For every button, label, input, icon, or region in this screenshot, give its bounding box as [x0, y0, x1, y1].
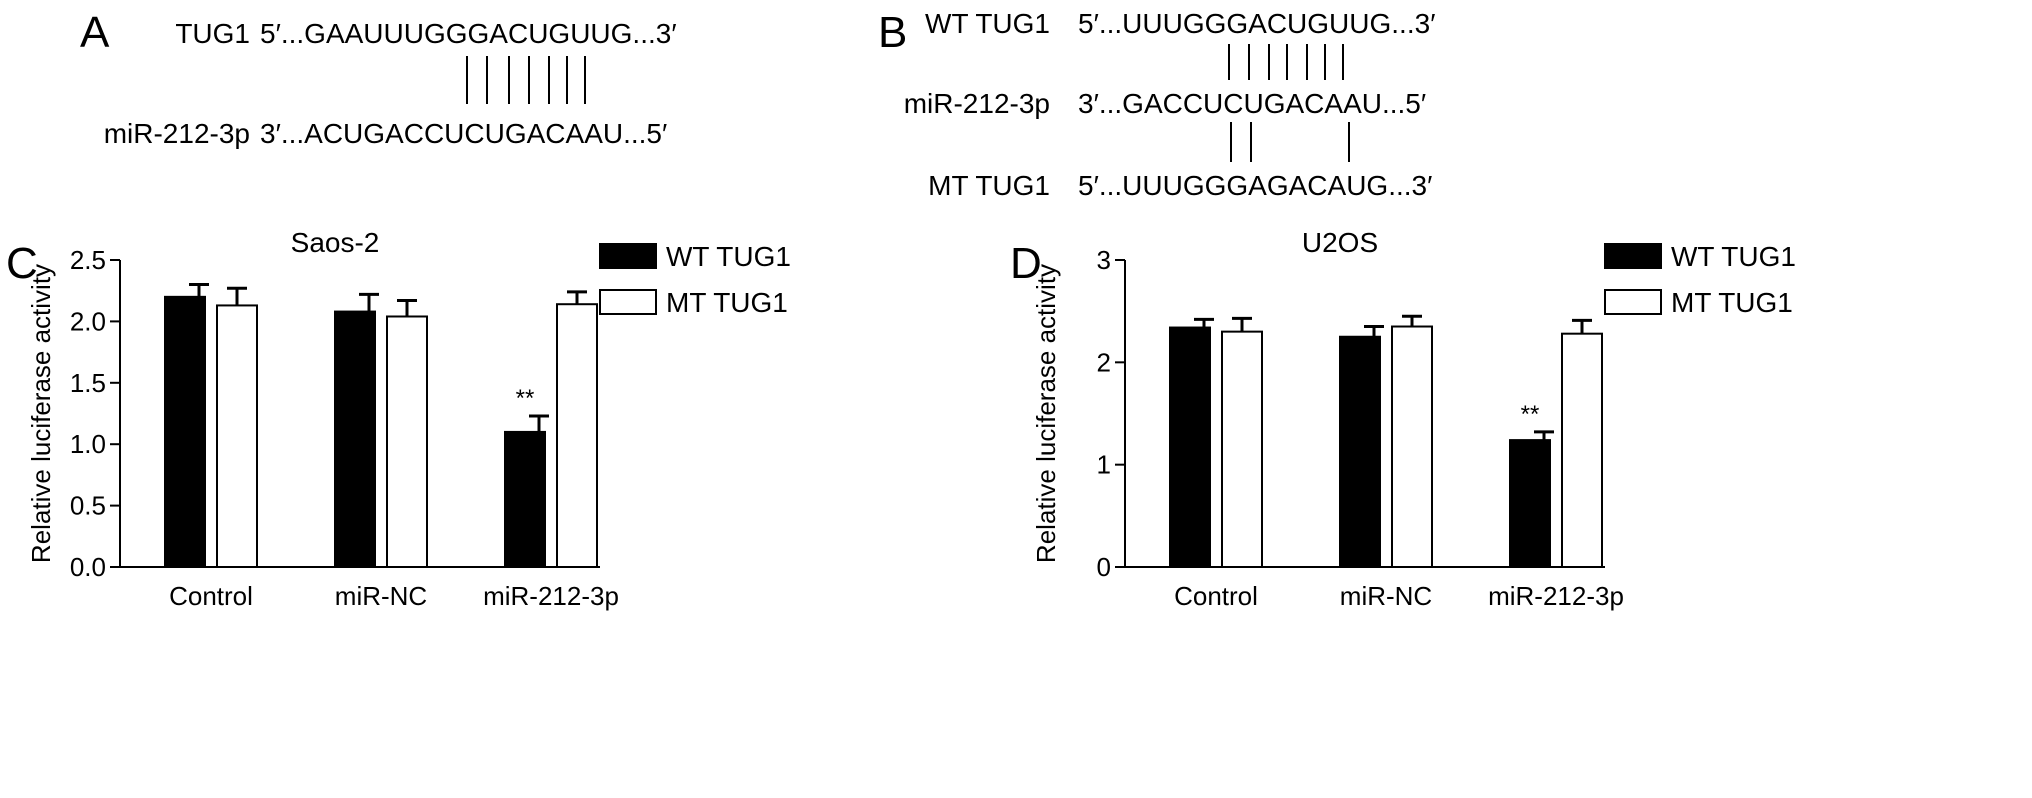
legend-swatch [599, 243, 657, 269]
panel-a-pair-line [508, 56, 510, 104]
panel-letter: C [6, 239, 38, 288]
panel-a-tug1-sequence: 5′...GAAUUUGGGACUGUUG...3′ [260, 18, 677, 49]
y-tick-label: 0.0 [70, 552, 106, 582]
legend-swatch [1604, 289, 1662, 315]
panel-a-pair-line [548, 56, 550, 104]
legend-swatch [1604, 243, 1662, 269]
panel-b-wt-pair-line [1306, 44, 1308, 80]
panel-a-mir-sequence: 3′...ACUGACCUCUGACAAU...5′ [260, 118, 668, 149]
panel-b-wt-label: WT TUG1 [925, 8, 1050, 39]
panel-a-letter: A [80, 8, 110, 57]
panel-b-wt-pair-line [1228, 44, 1230, 80]
y-tick-label: 0.5 [70, 491, 106, 521]
y-axis-label: Relative luciferase activity [26, 264, 56, 563]
y-tick-label: 0 [1097, 552, 1111, 582]
panel-letter: D [1010, 239, 1042, 288]
panel-a-pair-line [566, 56, 568, 104]
panel-b-mt-pair-line [1348, 122, 1350, 162]
panel-b-wt-pair-line [1268, 44, 1270, 80]
x-tick-label: miR-NC [335, 581, 427, 611]
bar [1561, 332, 1603, 569]
x-tick-label: miR-212-3p [1488, 581, 1624, 611]
bar [1339, 335, 1381, 568]
panel-b-letter: B [878, 8, 908, 57]
bar [334, 310, 376, 568]
panel-a-pair-line [584, 56, 586, 104]
bar [1391, 325, 1433, 569]
y-tick-label: 2.5 [70, 245, 106, 275]
panel-b-mt-label: MT TUG1 [928, 170, 1050, 201]
panel-b-mir-label: miR-212-3p [903, 88, 1050, 119]
x-tick-label: Control [1174, 581, 1258, 611]
panel-a-tug1-label: TUG1 [175, 18, 250, 49]
chart-c: C Saos-2 0.0 0.5 1.0 1.5 2.0 2.5 Relative lucife… [6, 230, 791, 611]
legend-label: WT TUG1 [1671, 241, 1796, 272]
panel-a-mir-label: miR-212-3p [103, 118, 250, 149]
x-tick-label: miR-NC [1340, 581, 1432, 611]
panel-b-wt-pair-line [1248, 44, 1250, 80]
chart-title: Saos-2 [291, 230, 380, 258]
panel-b-mir-sequence: 3′...GACCUCUGACAAU...5′ [1078, 88, 1427, 119]
y-tick-label: 1.0 [70, 429, 106, 459]
bar [216, 304, 258, 568]
panel-b-mt-pair-line [1250, 122, 1252, 162]
y-tick-label: 1.5 [70, 368, 106, 398]
chart-title: U2OS [1302, 230, 1378, 258]
panel-a-pair-line [466, 56, 468, 104]
panel-b-mt-sequence: 5′...UUUGGGAGACAUG...3′ [1078, 170, 1433, 201]
y-tick-label: 3 [1097, 245, 1111, 275]
panel-b-wt-pair-line [1286, 44, 1288, 80]
bar [504, 430, 546, 568]
y-tick-label: 2.0 [70, 306, 106, 336]
bar [1221, 330, 1263, 568]
panel-a-pair-line [528, 56, 530, 104]
chart-d: D U2OS 0 1 2 3 Relative luciferase activity Con… [1010, 230, 1796, 611]
legend-label: WT TUG1 [666, 241, 791, 272]
bar [1509, 439, 1551, 569]
bar [556, 303, 598, 568]
legend-swatch [599, 289, 657, 315]
panel-a-pair-line [486, 56, 488, 104]
bar [1169, 326, 1211, 569]
bar [164, 295, 206, 568]
significance-annotation: ** [516, 385, 535, 412]
panel-b-wt-pair-line [1342, 44, 1344, 80]
bar [386, 315, 428, 568]
legend-label: MT TUG1 [1671, 287, 1793, 318]
significance-annotation: ** [1521, 401, 1540, 428]
legend-label: MT TUG1 [666, 287, 788, 318]
panel-b-wt-sequence: 5′...UUUGGGACUGUUG...3′ [1078, 8, 1436, 39]
panel-b-mt-pair-line [1230, 122, 1232, 162]
x-tick-label: miR-212-3p [483, 581, 619, 611]
x-tick-label: Control [169, 581, 253, 611]
y-axis-label: Relative luciferase activity [1031, 264, 1061, 563]
panel-b-wt-pair-line [1324, 44, 1326, 80]
y-tick-label: 1 [1097, 450, 1111, 480]
y-tick-label: 2 [1097, 347, 1111, 377]
